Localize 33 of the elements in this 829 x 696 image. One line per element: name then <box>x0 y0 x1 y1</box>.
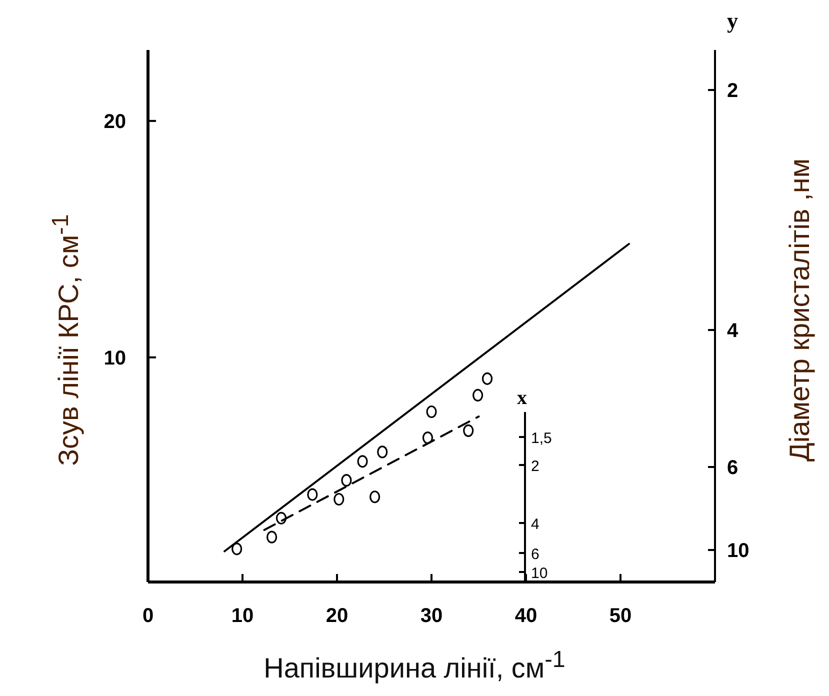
point <box>334 492 344 506</box>
annotation: 4 <box>531 516 540 533</box>
x-tick-label: 20 <box>326 605 348 627</box>
point <box>232 542 242 556</box>
x-tick-label: 30 <box>420 605 443 627</box>
annotation: 10 <box>531 565 548 582</box>
x-tick-label: 0 <box>142 605 154 627</box>
point <box>266 530 278 544</box>
text: y <box>727 8 738 33</box>
y2-axis-title: Діаметр кристалітів ,нм <box>784 157 816 464</box>
point <box>370 490 380 504</box>
point <box>482 372 493 385</box>
x-tick-label: 50 <box>609 605 632 627</box>
text: 10 <box>727 540 750 562</box>
point <box>377 446 388 458</box>
annotation: 6 <box>531 546 540 563</box>
x-tick-label: 40 <box>514 605 538 627</box>
point <box>341 474 352 487</box>
point <box>463 424 474 437</box>
point <box>276 512 287 524</box>
x-axis-title: Напівширина лінії, см$^{-1}$ <box>262 646 566 684</box>
point <box>422 431 434 444</box>
annotation: x <box>517 387 527 409</box>
point <box>357 455 368 468</box>
point <box>426 405 437 418</box>
x-tick-label: 10 <box>231 605 254 627</box>
annotation: 2 <box>531 458 540 475</box>
text: 2 <box>727 80 738 102</box>
point <box>307 488 318 501</box>
point <box>472 388 484 402</box>
annotation: 1,5 <box>531 430 552 447</box>
text: 6 <box>727 457 738 479</box>
text: 4 <box>727 320 739 342</box>
